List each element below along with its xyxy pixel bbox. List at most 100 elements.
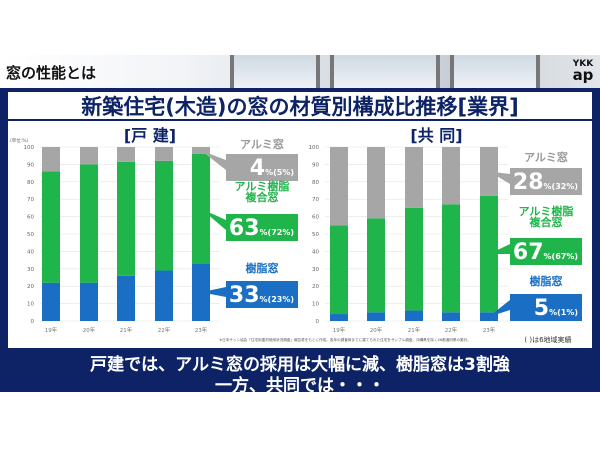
bar-segment-composite: [367, 218, 385, 313]
callout-label: アルミ窓: [240, 137, 284, 151]
bar-segment-aluminum: [117, 147, 135, 162]
callout-pointer: [201, 208, 226, 230]
callout-pointer: [489, 244, 510, 255]
header-bar: 窓の性能とは YKK ap: [0, 55, 600, 88]
bar-segment-composite: [42, 171, 60, 283]
callout-label: 樹脂窓: [246, 261, 279, 275]
bar-segment-resin: [192, 263, 210, 321]
bar-segment-resin: [155, 270, 173, 321]
callout-box: [226, 281, 298, 308]
y-tick-label: 20: [312, 284, 319, 290]
callout-pointer: [489, 171, 510, 184]
bar-segment-composite: [192, 153, 210, 264]
ykk-ap-logo: YKK ap: [572, 59, 594, 84]
bar-segment-composite: [80, 164, 98, 283]
unit-label: (単位:%): [10, 137, 29, 144]
x-tick-label: 20年: [370, 326, 383, 334]
y-tick-label: 40: [312, 249, 319, 255]
y-tick-label: 60: [312, 215, 319, 221]
section-title: 窓の性能とは: [6, 64, 97, 82]
y-tick-label: 0: [316, 319, 320, 325]
regional-note: ( )は6地域実績: [524, 335, 571, 344]
callout-pointer: [201, 150, 226, 170]
callout-label: 複合窓: [245, 190, 279, 204]
callout-value: 63%(72%): [229, 216, 294, 241]
bar-segment-aluminum: [80, 147, 98, 165]
x-tick-label: 20年: [83, 326, 96, 334]
x-tick-label: 21年: [408, 326, 421, 334]
callout-value: 33%(23%): [229, 283, 294, 308]
callout-box: [510, 238, 582, 265]
chart-title: [共 同]: [410, 126, 462, 145]
chart-title: [戸 建]: [124, 126, 176, 145]
x-tick-label: 19年: [45, 326, 58, 334]
bar-segment-aluminum: [442, 147, 460, 205]
bar-segment-composite: [117, 161, 135, 276]
y-tick-label: 50: [312, 232, 319, 238]
bar-segment-composite: [442, 204, 460, 313]
y-tick-label: 30: [312, 267, 319, 273]
callout-label: アルミ樹脂: [235, 179, 290, 193]
y-tick-label: 80: [312, 180, 319, 186]
y-tick-label: 100: [309, 145, 320, 151]
footnote: ※日本サッシ協会「住宅用建材使用状況調査」報告書をもとに作成。各年の調査時までに…: [219, 337, 471, 342]
bar-segment-resin: [405, 310, 423, 321]
x-tick-label: 22年: [445, 326, 458, 334]
bar-segment-resin: [330, 314, 348, 321]
x-tick-label: 23年: [483, 326, 496, 334]
callout-value: 5%(1%): [534, 296, 578, 321]
summary-line-2: 一方、共同では・・・: [215, 376, 385, 396]
bar-segment-resin: [367, 312, 385, 321]
x-tick-label: 23年: [195, 326, 208, 334]
callout-box: [510, 294, 582, 321]
bar-segment-aluminum: [330, 147, 348, 226]
window-photo: [450, 55, 540, 88]
bar-segment-aluminum: [367, 147, 385, 219]
y-tick-label: 70: [27, 197, 34, 203]
callout-box: [226, 154, 298, 181]
y-tick-label: 50: [27, 232, 34, 238]
callout-box: [510, 168, 582, 195]
y-tick-label: 70: [312, 197, 319, 203]
bar-segment-resin: [117, 275, 135, 321]
bar-segment-aluminum: [155, 147, 173, 161]
bar-segment-resin: [42, 282, 60, 321]
bar-segment-resin: [442, 312, 460, 321]
y-tick-label: 0: [31, 319, 35, 325]
bar-segment-composite: [330, 225, 348, 315]
callout-label: 複合窓: [529, 215, 563, 229]
x-tick-label: 21年: [120, 326, 133, 334]
y-tick-label: 60: [27, 215, 34, 221]
y-tick-label: 90: [312, 162, 319, 168]
bar-segment-aluminum: [192, 147, 210, 154]
bar-segment-composite: [405, 207, 423, 311]
callout-value: 4%(5%): [250, 156, 294, 181]
y-tick-label: 30: [27, 267, 34, 273]
callout-label: 樹脂窓: [530, 274, 563, 288]
window-photo: [230, 55, 320, 88]
y-tick-label: 20: [27, 284, 34, 290]
y-tick-label: 100: [24, 145, 35, 151]
callout-pointer: [489, 300, 510, 317]
callout-box: [226, 214, 298, 241]
bar-segment-composite: [155, 160, 173, 271]
x-tick-label: 19年: [333, 326, 346, 334]
y-tick-label: 90: [27, 162, 34, 168]
x-tick-label: 22年: [158, 326, 171, 334]
main-title: 新築住宅(木造)の窓の材質別構成比推移[業界]: [8, 93, 592, 121]
bar-segment-aluminum: [405, 147, 423, 208]
callout-value: 67%(67%): [513, 240, 578, 265]
y-tick-label: 40: [27, 249, 34, 255]
callout-label: アルミ窓: [524, 150, 568, 164]
callout-pointer: [201, 287, 226, 297]
y-tick-label: 10: [27, 302, 34, 308]
window-photo: [330, 55, 440, 88]
y-tick-label: 10: [312, 302, 319, 308]
summary-line-1: 戸建では、アルミ窓の採用は大幅に減、樹脂窓は3割強: [90, 355, 510, 375]
callout-value: 28%(32%): [513, 170, 578, 195]
callout-label: アルミ樹脂: [519, 204, 574, 218]
bar-segment-aluminum: [42, 147, 60, 172]
y-tick-label: 80: [27, 180, 34, 186]
bar-segment-resin: [80, 282, 98, 321]
